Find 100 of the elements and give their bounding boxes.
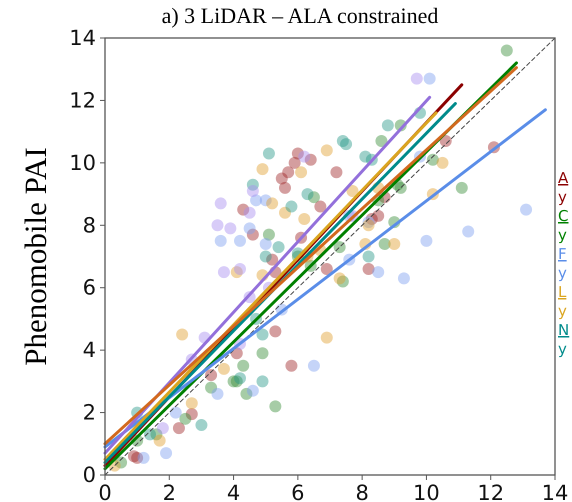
point	[456, 182, 468, 194]
text: F	[558, 245, 567, 263]
x-tick-label: 4	[226, 481, 240, 502]
point	[282, 166, 294, 178]
y-tick-label: 4	[82, 338, 96, 362]
point	[334, 272, 346, 284]
point	[234, 234, 246, 247]
point	[218, 266, 230, 278]
point	[256, 375, 268, 388]
point	[262, 228, 275, 241]
point	[298, 150, 310, 163]
point	[382, 119, 394, 132]
point	[298, 213, 310, 226]
point	[394, 182, 407, 194]
point	[372, 266, 384, 278]
y-tick-label: 12	[69, 88, 96, 112]
y-tick-label: 6	[82, 276, 96, 300]
point	[138, 452, 150, 464]
point	[176, 328, 188, 341]
point	[269, 400, 282, 412]
point	[340, 138, 352, 150]
point	[362, 219, 375, 232]
point	[308, 360, 320, 372]
text: N	[558, 321, 570, 339]
point	[424, 72, 436, 85]
x-tick-label: 10	[413, 481, 440, 502]
point	[520, 204, 532, 216]
point	[195, 419, 208, 432]
point	[375, 135, 388, 148]
point	[214, 197, 227, 210]
point	[262, 147, 275, 160]
point	[234, 372, 246, 384]
point	[436, 156, 448, 169]
point	[272, 241, 285, 254]
x-tick-label: 0	[98, 481, 112, 502]
point	[285, 200, 298, 213]
point	[260, 238, 272, 250]
point	[462, 226, 474, 238]
point	[302, 188, 314, 200]
point	[266, 197, 278, 210]
point	[372, 210, 384, 222]
text: y	[558, 188, 567, 206]
point	[378, 238, 391, 250]
point	[256, 347, 268, 360]
point	[260, 250, 272, 262]
x-tick-label: 6	[291, 481, 305, 502]
point	[500, 44, 513, 56]
text: y	[558, 264, 567, 282]
point	[330, 166, 342, 178]
point	[246, 384, 259, 397]
point	[420, 234, 432, 247]
point	[314, 200, 326, 213]
x-tick-label: 8	[355, 481, 369, 502]
y-tick-label: 14	[69, 26, 96, 50]
point	[212, 219, 224, 232]
point	[244, 206, 256, 219]
point	[410, 72, 423, 85]
point	[218, 362, 230, 375]
x-tick-label: 2	[162, 481, 176, 502]
point	[346, 184, 358, 197]
point	[170, 406, 182, 419]
point	[320, 332, 333, 344]
point	[212, 388, 224, 400]
x-tick-label: 12	[477, 481, 504, 502]
point	[398, 272, 410, 284]
text: y	[558, 226, 567, 244]
point	[205, 369, 218, 382]
point	[246, 184, 259, 197]
point	[172, 422, 185, 434]
text: L	[558, 283, 567, 301]
point	[144, 428, 156, 440]
point	[256, 328, 268, 341]
point	[244, 222, 256, 234]
point	[234, 262, 246, 275]
chart-title: a) 3 LiDAR – ALA constrained	[162, 3, 438, 28]
y-tick-label: 8	[82, 213, 96, 238]
y-tick-label: 2	[82, 400, 96, 425]
point	[160, 447, 172, 460]
point	[285, 360, 298, 372]
point	[320, 262, 333, 275]
text: y	[558, 340, 567, 358]
point	[156, 422, 169, 434]
text: A	[558, 169, 569, 187]
point	[388, 238, 400, 250]
point	[154, 434, 166, 447]
y-axis-title: Phenomobile PAI	[18, 147, 53, 366]
point	[214, 234, 227, 247]
point	[256, 163, 268, 176]
point	[269, 325, 282, 338]
point	[279, 182, 291, 194]
y-tick-label: 10	[69, 150, 96, 175]
text: C	[558, 207, 568, 225]
point	[362, 250, 375, 262]
point	[179, 412, 192, 425]
point	[320, 144, 333, 156]
point	[295, 166, 308, 178]
y-tick-label: 0	[82, 463, 96, 487]
point	[362, 262, 375, 275]
x-tick-label: 14	[542, 481, 568, 502]
point	[237, 360, 250, 372]
